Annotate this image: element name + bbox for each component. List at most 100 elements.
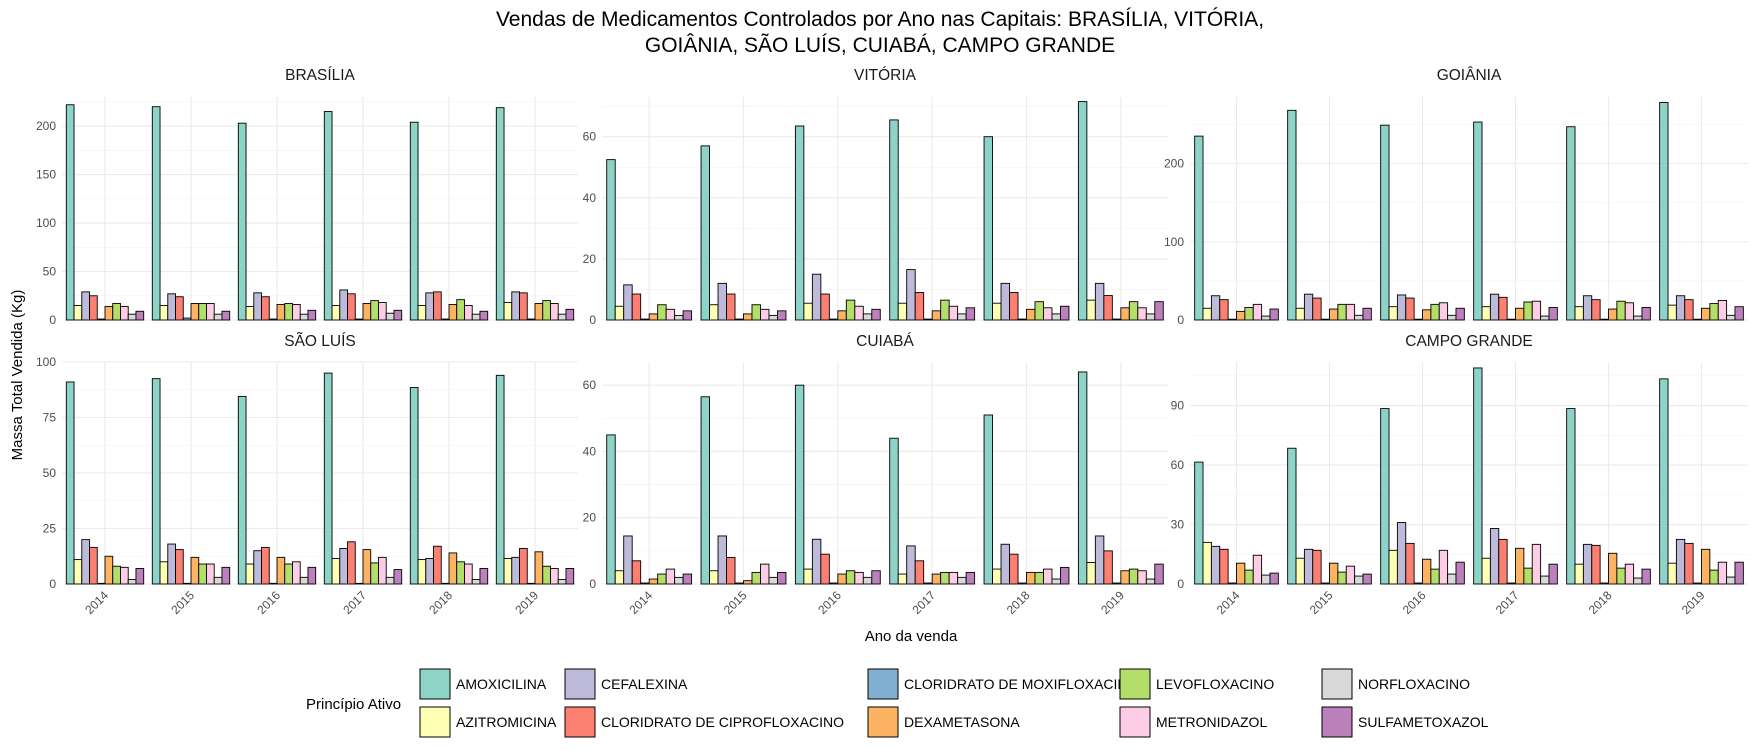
bar-cloridrato-de-ciprofloxacino-2014 <box>631 560 642 585</box>
bar-norfloxacino-2019 <box>1726 314 1736 321</box>
bar-azitromicina-2019 <box>503 302 513 321</box>
bar-cloridrato-de-ciprofloxacino-2017 <box>1498 538 1508 585</box>
bar-cefalexina-2016 <box>253 550 262 585</box>
bar-cloridrato-de-ciprofloxacino-2019 <box>519 292 528 321</box>
bar-dexametasona-2018 <box>1026 571 1036 585</box>
bar-cloridrato-de-ciprofloxacino-2016 <box>261 546 270 585</box>
bar-levofloxacino-2015 <box>198 563 207 585</box>
bar-metronidazol-2015 <box>206 303 215 321</box>
bar-cloridrato-de-moxifloxacino-2014 <box>640 318 650 321</box>
bar-cloridrato-de-ciprofloxacino-2017 <box>914 560 925 585</box>
bar-cloridrato-de-moxifloxacino-2014 <box>640 582 650 585</box>
bar-cloridrato-de-ciprofloxacino-2018 <box>1591 544 1601 585</box>
bar-cloridrato-de-moxifloxacino-2019 <box>526 318 536 321</box>
bar-sulfametoxazol-2014 <box>135 310 145 321</box>
bar-dexametasona-2017 <box>931 310 942 321</box>
bar-cloridrato-de-moxifloxacino-2014 <box>96 582 106 585</box>
bar-amoxicilina-2014 <box>606 434 616 585</box>
panel-title: CAMPO GRANDE <box>1405 333 1532 350</box>
bar-cloridrato-de-ciprofloxacino-2019 <box>1684 299 1694 321</box>
bar-sulfametoxazol-2019 <box>565 308 575 321</box>
bar-dexametasona-2014 <box>1236 562 1246 585</box>
bar-azitromicina-2017 <box>1481 557 1491 585</box>
bar-sulfametoxazol-2019 <box>565 568 575 585</box>
y-tick-label: 90 <box>1171 399 1185 413</box>
bar-dexametasona-2016 <box>276 556 286 585</box>
bar-metronidazol-2014 <box>1252 554 1263 585</box>
bar-norfloxacino-2015 <box>213 576 223 585</box>
bar-cloridrato-de-ciprofloxacino-2016 <box>820 293 830 321</box>
bar-dexametasona-2016 <box>837 573 847 585</box>
y-tick-label: 0 <box>1177 577 1184 591</box>
bar-norfloxacino-2015 <box>768 576 778 585</box>
bar-metronidazol-2016 <box>1438 549 1449 585</box>
bar-sulfametoxazol-2019 <box>1154 563 1164 585</box>
bar-cloridrato-de-ciprofloxacino-2014 <box>89 546 98 585</box>
bar-amoxicilina-2014 <box>65 104 75 321</box>
bar-azitromicina-2019 <box>1086 299 1096 321</box>
bar-amoxicilina-2016 <box>237 122 247 321</box>
x-tick-label: 2014 <box>1214 588 1243 617</box>
bar-sulfametoxazol-2014 <box>1269 572 1279 585</box>
bar-cloridrato-de-moxifloxacino-2019 <box>1692 318 1702 321</box>
x-tick-label: 2015 <box>1307 588 1336 617</box>
bar-azitromicina-2017 <box>1481 306 1491 321</box>
y-tick-label: 0 <box>49 577 56 591</box>
bar-norfloxacino-2015 <box>1354 314 1364 321</box>
bar-dexametasona-2015 <box>1329 308 1339 321</box>
legend-item-azitromicina: AZITROMICINA <box>419 706 557 738</box>
legend-swatch <box>867 706 899 738</box>
bar-cloridrato-de-ciprofloxacino-2015 <box>726 293 736 321</box>
bar-cefalexina-2019 <box>1094 535 1105 585</box>
x-tick-label: 2018 <box>1004 588 1033 617</box>
bar-azitromicina-2018 <box>992 302 1002 321</box>
x-tick-label: 2015 <box>721 588 750 617</box>
bar-levofloxacino-2017 <box>1523 567 1533 585</box>
bar-cefalexina-2016 <box>253 292 262 321</box>
bar-cefalexina-2018 <box>1582 543 1593 585</box>
bar-cloridrato-de-moxifloxacino-2017 <box>354 582 364 585</box>
bar-levofloxacino-2015 <box>198 303 207 321</box>
bar-amoxicilina-2017 <box>323 111 333 321</box>
bar-cefalexina-2014 <box>81 539 90 585</box>
bar-sulfametoxazol-2017 <box>393 309 403 321</box>
bar-sulfametoxazol-2018 <box>1641 568 1651 585</box>
bar-norfloxacino-2019 <box>557 579 567 585</box>
bar-amoxicilina-2016 <box>794 384 805 585</box>
bar-levofloxacino-2019 <box>1128 301 1139 321</box>
bar-norfloxacino-2016 <box>1447 573 1457 585</box>
bar-dexametasona-2014 <box>648 313 659 321</box>
bar-cloridrato-de-moxifloxacino-2015 <box>1320 582 1330 585</box>
bar-cloridrato-de-moxifloxacino-2019 <box>1692 582 1702 585</box>
x-tick-label: 2017 <box>340 588 369 617</box>
bar-amoxicilina-2019 <box>1659 102 1669 321</box>
x-tick-label: 2019 <box>512 588 541 617</box>
bar-sulfametoxazol-2015 <box>777 571 787 585</box>
x-tick-label: 2019 <box>1679 588 1708 617</box>
bar-metronidazol-2014 <box>665 568 676 585</box>
bar-metronidazol-2015 <box>206 563 215 585</box>
legend-label: DEXAMETASONA <box>904 714 1020 730</box>
bar-cloridrato-de-ciprofloxacino-2015 <box>1312 297 1322 321</box>
bar-norfloxacino-2019 <box>1145 313 1156 321</box>
bar-azitromicina-2015 <box>159 305 169 321</box>
x-tick-label: 2018 <box>1586 588 1615 617</box>
bar-amoxicilina-2018 <box>983 414 993 585</box>
bar-amoxicilina-2014 <box>1194 461 1204 585</box>
bar-sulfametoxazol-2018 <box>1060 305 1070 321</box>
bar-metronidazol-2014 <box>1252 303 1263 321</box>
y-tick-label: 100 <box>36 216 56 230</box>
bar-amoxicilina-2017 <box>889 119 899 321</box>
bar-azitromicina-2018 <box>417 305 427 321</box>
bar-metronidazol-2018 <box>464 563 473 585</box>
bar-amoxicilina-2016 <box>1380 408 1390 585</box>
bar-metronidazol-2016 <box>854 571 864 585</box>
bar-amoxicilina-2015 <box>700 396 710 585</box>
bar-dexametasona-2018 <box>448 552 458 585</box>
y-tick-label: 25 <box>43 522 57 536</box>
bar-norfloxacino-2018 <box>471 579 481 585</box>
bar-azitromicina-2016 <box>245 563 255 585</box>
bar-amoxicilina-2018 <box>1566 126 1576 321</box>
y-tick-label: 40 <box>583 191 597 205</box>
